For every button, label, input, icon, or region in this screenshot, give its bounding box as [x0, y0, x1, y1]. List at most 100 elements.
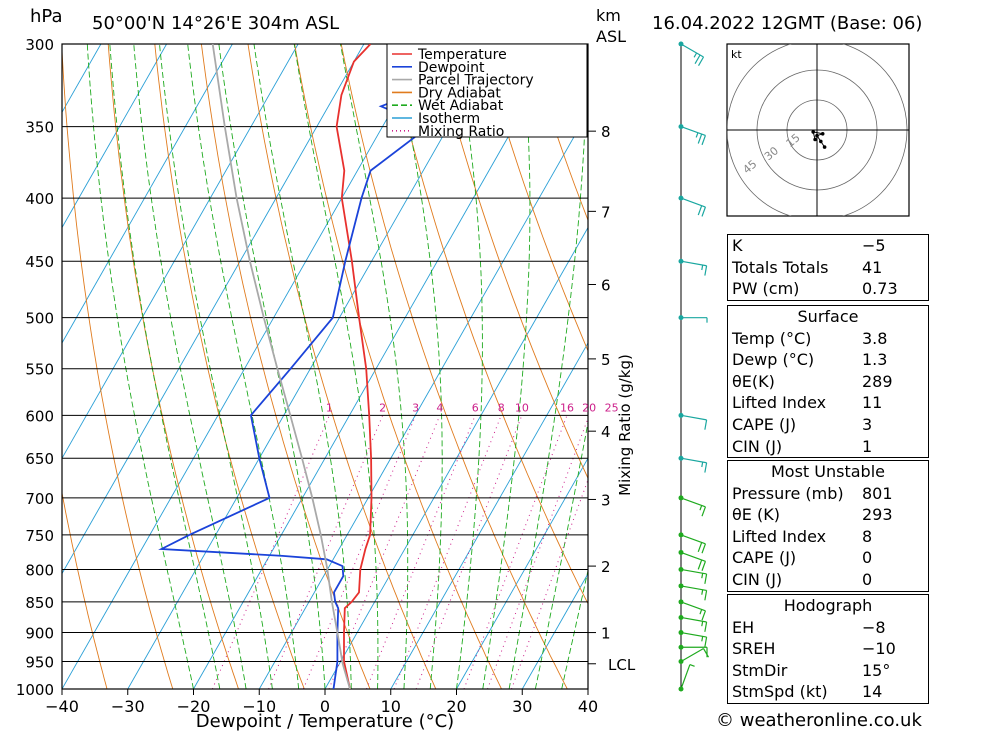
wet-adiabat-line: [482, 44, 531, 689]
wind-barb-staff: [680, 197, 706, 208]
pressure-tick-label: 750: [25, 527, 54, 545]
station-location-title: 50°00'N 14°26'E 304m ASL: [92, 13, 340, 34]
legend-entry: Parcel Trajectory: [418, 73, 534, 89]
pressure-tick-label: 700: [25, 490, 54, 508]
mixing-ratio-line: [393, 415, 502, 689]
wind-barb-staff: [680, 43, 704, 58]
wet-adiabat-line: [218, 44, 326, 689]
most-unstable-row: CIN (J) 0: [732, 569, 873, 589]
surface-row: Lifted Index 11: [732, 393, 883, 413]
wind-barb-half-flag: [701, 621, 704, 627]
altitude-tick-label: 6: [601, 277, 611, 295]
wet-adiabat-line: [253, 44, 352, 689]
km-label: km: [596, 6, 621, 25]
wind-barb-flag: [702, 648, 710, 658]
hodograph-point: [819, 139, 823, 144]
dry-adiabat-line: [994, 44, 1000, 689]
mixing-ratio-label: 25: [605, 401, 619, 414]
hodograph-row: StmSpd (kt) 14: [732, 682, 883, 702]
isotherm-line: [193, 44, 562, 689]
legend-entry: Wet Adiabat: [418, 98, 504, 114]
wind-barb-flag: [704, 265, 708, 276]
altitude-tick-label: 2: [601, 558, 611, 576]
mixing-ratio-line: [366, 415, 476, 689]
wind-barb-flag: [697, 559, 703, 570]
pressure-tick-label: 450: [25, 253, 54, 271]
mixing-ratio-line: [302, 415, 417, 689]
wind-barb-half-flag: [701, 461, 704, 468]
wind-barb-half-flag: [701, 636, 704, 642]
altitude-tick-label: 5: [601, 351, 611, 369]
wind-barb-half-flag: [701, 589, 704, 595]
pressure-tick-label: 500: [25, 310, 54, 328]
hodograph-row: SREH −10: [732, 639, 896, 659]
dry-adiabat-line: [433, 44, 588, 480]
wind-barb-staff: [680, 648, 704, 663]
dry-adiabat-line: [480, 44, 588, 352]
wind-profile: [678, 41, 710, 692]
legend-entry: Isotherm: [418, 111, 480, 127]
mixing-ratio-label: 8: [498, 401, 505, 414]
surface-row: Dewp (°C) 1.3: [732, 350, 888, 370]
wet-adiabat-line: [454, 44, 483, 689]
wind-barb-half-flag: [693, 52, 698, 58]
isotherm-line: [62, 44, 299, 460]
dry-adiabat-line: [62, 490, 108, 689]
most-unstable-row: θE (K) 293: [732, 505, 893, 525]
mixing-ratio-label: 20: [582, 401, 596, 414]
legend-entry: Mixing Ratio: [418, 124, 504, 140]
wind-barb-staff: [680, 497, 706, 508]
mixing-ratio-label: 10: [515, 401, 529, 414]
wet-adiabat-line: [561, 568, 588, 689]
pressure-tick-label: 300: [25, 36, 54, 54]
pressure-tick-label: 900: [25, 625, 54, 643]
wind-barb-flag: [701, 610, 706, 621]
mixing-ratio-line: [511, 478, 588, 689]
legend-entry: Dewpoint: [418, 60, 485, 76]
pressure-unit-label: hPa: [30, 6, 63, 27]
wind-barb-staff: [680, 534, 706, 545]
dry-adiabat-line: [294, 44, 502, 689]
wind-level-dot: [678, 124, 684, 130]
x-axis-title: Dewpoint / Temperature (°C): [196, 711, 454, 732]
wind-barb-flag: [701, 206, 706, 217]
temperature-tick-label: 30: [512, 697, 532, 716]
wind-barb-flag: [697, 205, 703, 216]
temperature-tick-label: −40: [45, 697, 79, 716]
legend-entry: Dry Adiabat: [418, 85, 501, 101]
wind-barb-staff: [680, 414, 707, 421]
mixing-ratio-label: 6: [472, 401, 479, 414]
dry-adiabat-line: [107, 44, 239, 689]
temperature-tick-label: −30: [111, 697, 145, 716]
wind-barb-flag: [704, 636, 708, 648]
diagram-axes: 3003504004505005506006507007508008509009…: [16, 36, 636, 732]
most-unstable-table: Most Unstable Pressure (mb) 801 θE (K) 293…: [727, 460, 929, 592]
wind-barb-flag: [701, 506, 706, 517]
credit-link[interactable]: © weatheronline.co.uk: [716, 710, 922, 731]
wind-barb-flag: [697, 542, 703, 553]
wet-adiabat-line: [109, 44, 221, 689]
isotherm-line: [258, 111, 588, 689]
most-unstable-row: CAPE (J) 0: [732, 548, 873, 568]
isotherm-line: [390, 342, 588, 689]
pressure-tick-label: 650: [25, 450, 54, 468]
wind-barb-flag: [704, 590, 708, 601]
wet-adiabat-line: [159, 44, 273, 689]
wet-adiabat-line: [393, 44, 443, 689]
most-unstable-row: Pressure (mb) 801: [732, 483, 893, 503]
wind-barb-flag: [704, 621, 708, 632]
mixing-ratio-label: 4: [436, 401, 443, 414]
isotherm-line: [62, 44, 233, 344]
surface-row: CIN (J) 1: [732, 436, 873, 456]
altitude-tick-label: 3: [601, 491, 611, 509]
mixing-ratio-label: 1: [326, 401, 333, 414]
hodograph-point: [811, 130, 815, 134]
hodograph-point: [813, 137, 817, 142]
wind-barb-flag: [704, 573, 708, 584]
hodograph-table: Hodograph EH −8 SREH −10 StmDir 15° StmSpd …: [727, 594, 929, 704]
wind-barb-staff: [680, 616, 707, 623]
wet-adiabat-line: [133, 44, 247, 689]
altitude-tick-label: 7: [601, 203, 611, 221]
